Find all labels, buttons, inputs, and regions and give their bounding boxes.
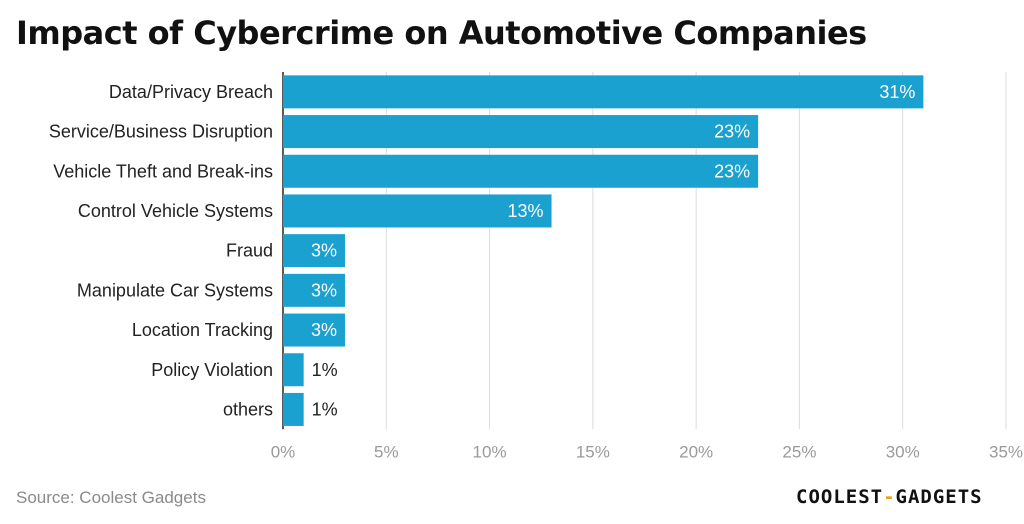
logo-text-right: GADGETS bbox=[895, 486, 983, 508]
data-label: 1% bbox=[312, 360, 338, 380]
y-tick-label: Policy Violation bbox=[151, 360, 273, 380]
y-tick-label: Vehicle Theft and Break-ins bbox=[53, 161, 273, 181]
chart-title: Impact of Cybercrime on Automotive Compa… bbox=[16, 14, 867, 52]
y-tick-label: others bbox=[223, 399, 273, 419]
x-tick-label: 5% bbox=[374, 442, 399, 461]
x-tick-label: 10% bbox=[473, 442, 507, 461]
x-tick-label: 20% bbox=[679, 442, 713, 461]
x-tick-label: 15% bbox=[576, 442, 610, 461]
x-tick-label: 0% bbox=[271, 442, 296, 461]
data-label: 13% bbox=[508, 201, 544, 221]
y-tick-label: Data/Privacy Breach bbox=[109, 82, 273, 102]
y-tick-label: Fraud bbox=[226, 241, 273, 261]
source-note: Source: Coolest Gadgets bbox=[16, 488, 206, 507]
bar bbox=[283, 392, 304, 426]
logo-text-left: COOLEST bbox=[796, 486, 884, 508]
x-tick-label: 35% bbox=[989, 442, 1023, 461]
x-tick-label: 30% bbox=[886, 442, 920, 461]
bar bbox=[283, 194, 552, 228]
data-label: 23% bbox=[714, 161, 750, 181]
data-label: 31% bbox=[879, 82, 915, 102]
bar bbox=[283, 115, 759, 149]
brand-logo: COOLEST-GADGETS bbox=[796, 486, 983, 508]
y-tick-label: Control Vehicle Systems bbox=[78, 201, 273, 221]
data-label: 3% bbox=[311, 320, 337, 340]
bar bbox=[283, 75, 924, 109]
y-tick-label: Location Tracking bbox=[132, 320, 273, 340]
logo-dash: - bbox=[883, 486, 896, 508]
bar bbox=[283, 313, 345, 347]
y-tick-label: Service/Business Disruption bbox=[49, 122, 273, 142]
bar bbox=[283, 234, 345, 268]
data-label: 3% bbox=[311, 280, 337, 300]
x-tick-label: 25% bbox=[782, 442, 816, 461]
bar bbox=[283, 353, 304, 387]
data-label: 23% bbox=[714, 122, 750, 142]
bar bbox=[283, 154, 759, 188]
bar bbox=[283, 273, 345, 307]
data-label: 1% bbox=[312, 399, 338, 419]
y-tick-label: Manipulate Car Systems bbox=[77, 280, 273, 300]
data-label: 3% bbox=[311, 241, 337, 261]
